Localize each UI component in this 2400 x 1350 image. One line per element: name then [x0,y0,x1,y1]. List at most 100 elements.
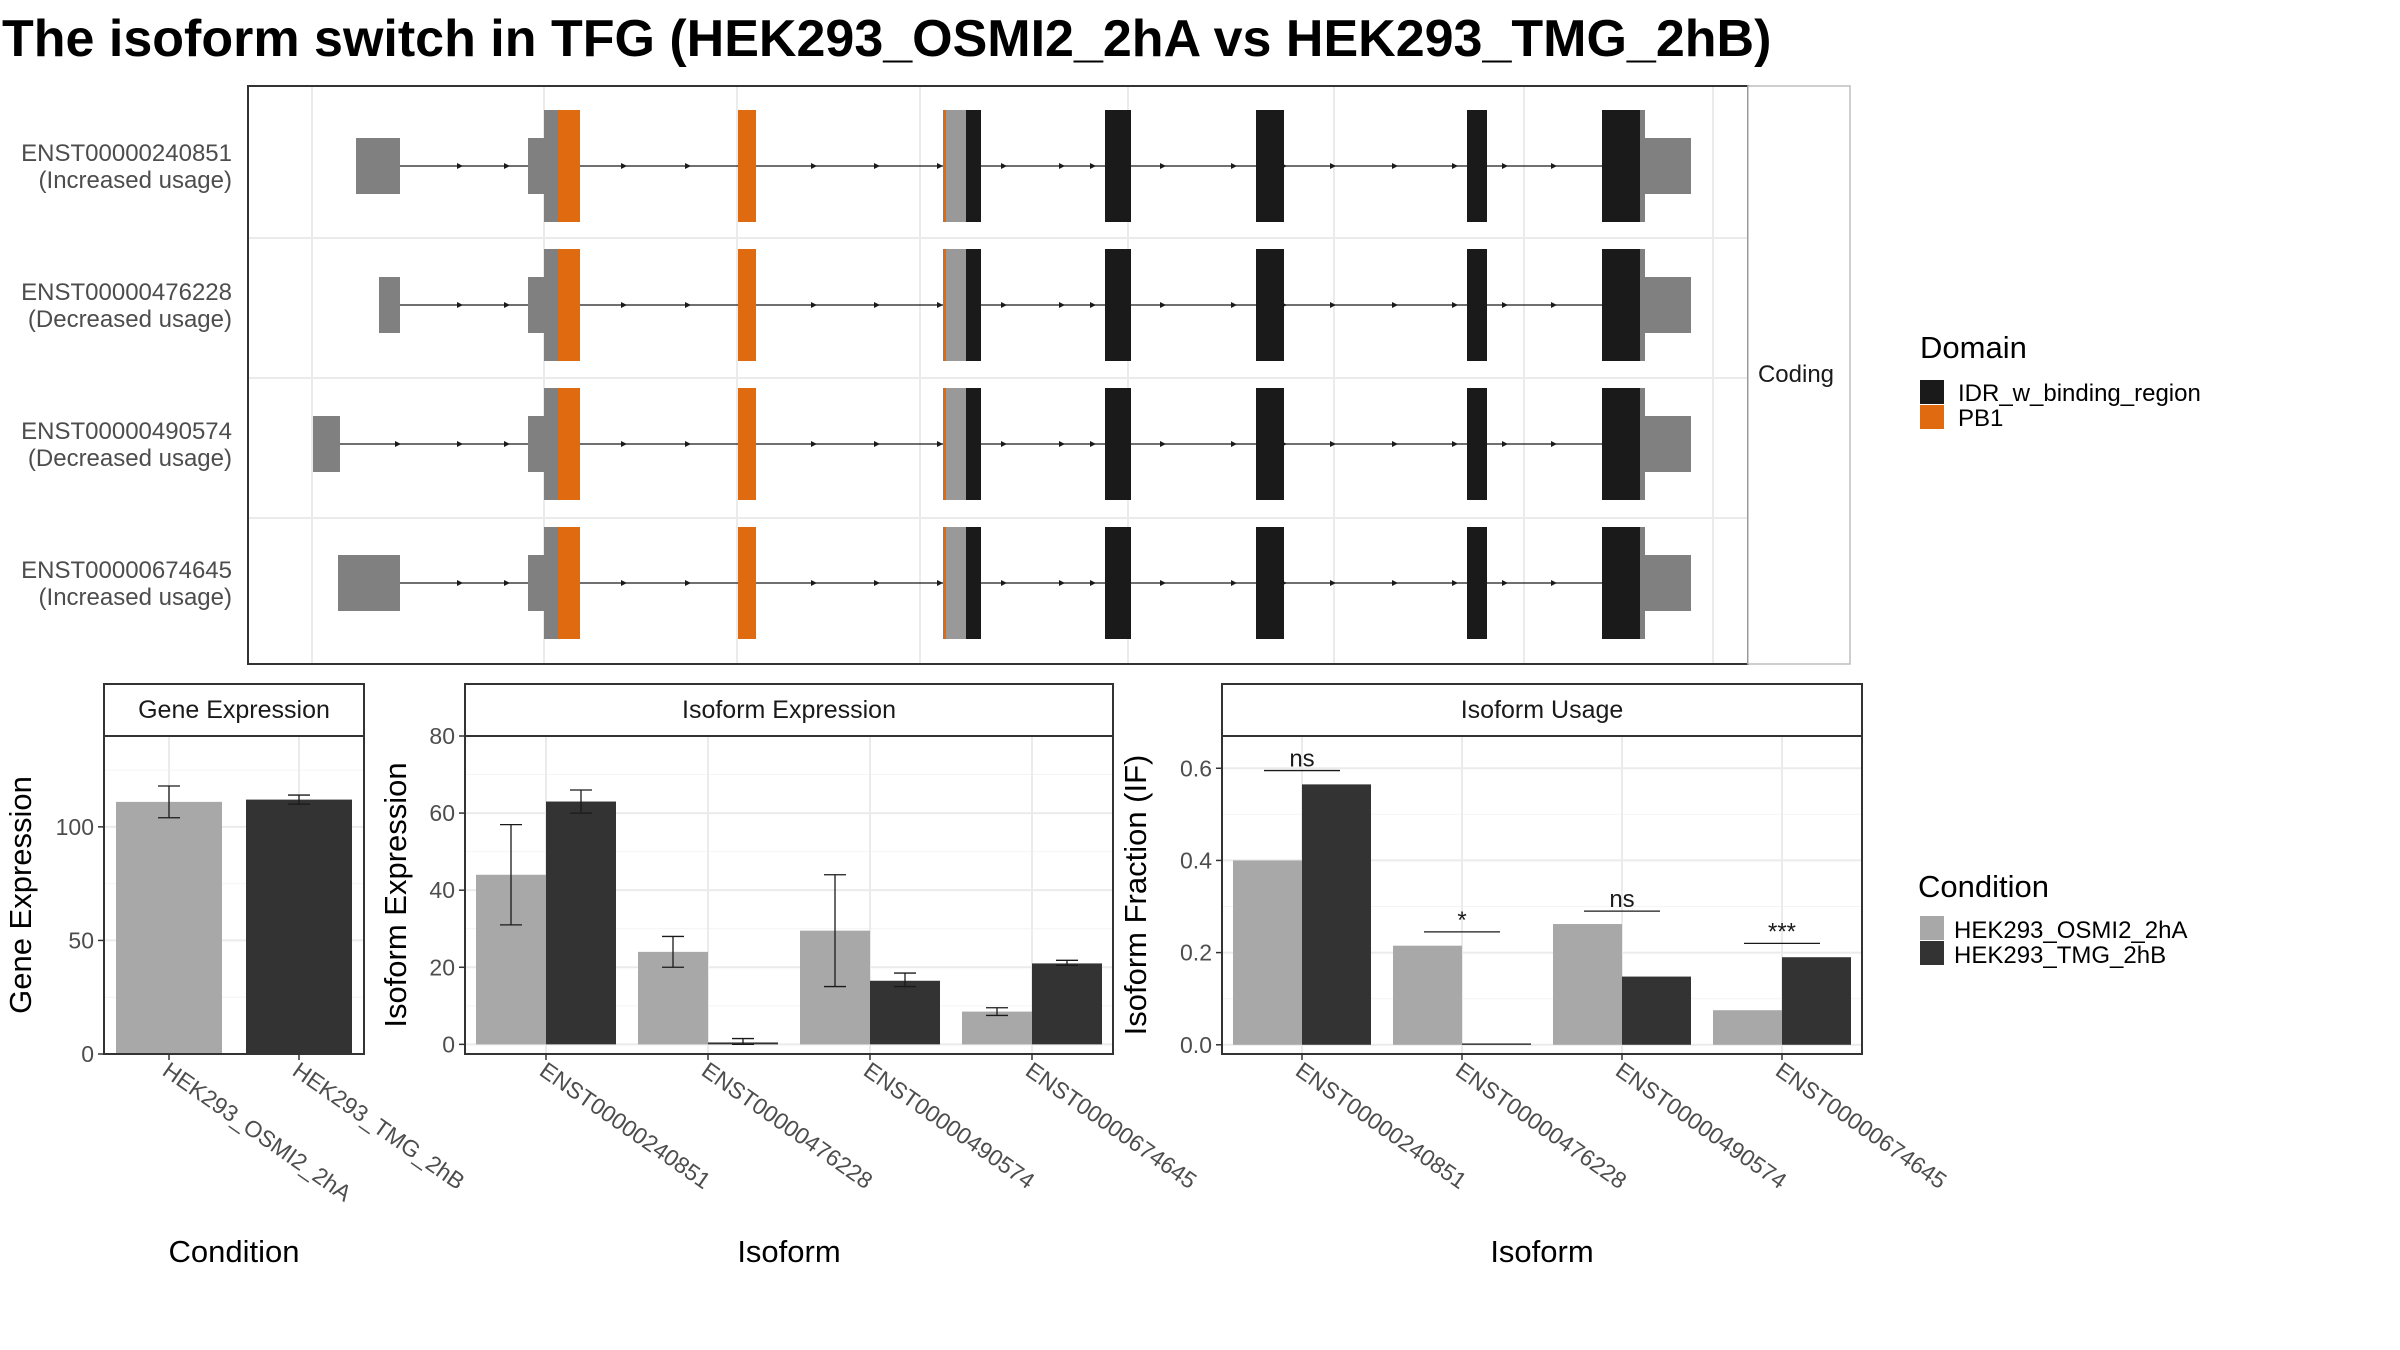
y-axis-title: Isoform Expression [378,762,413,1027]
idr-domain-exon [1602,110,1640,222]
bar [1462,1043,1531,1045]
coding-exon [1640,249,1645,361]
transcript-usage-label: (Decreased usage) [28,445,232,472]
panel-border [464,735,1114,1055]
y-tick-label: 0.4 [1180,847,1212,873]
intron-direction-arrow [1001,302,1007,308]
condition-legend-label-b: HEK293_TMG_2hB [1954,942,2166,969]
x-tick-label: ENST00000490574 [1611,1057,1792,1194]
idr-domain-exon [1467,110,1487,222]
bar [1553,924,1622,1045]
intron-direction-arrow [1231,580,1237,586]
intron-direction-arrow [1551,163,1557,169]
intron-direction-arrow [1001,441,1007,447]
intron-direction-arrow [937,163,943,169]
condition-legend-label-a: HEK293_OSMI2_2hA [1954,917,2187,944]
structure-facet-label: Coding [1758,361,1834,388]
intron-direction-arrow [1452,302,1458,308]
y-tick-label: 0 [81,1041,94,1067]
domain-legend-key-idr [1920,380,1944,404]
pb1-domain-exon [738,527,756,639]
significance-label: ns [1289,746,1314,773]
idr-domain-exon [1602,527,1640,639]
intron-direction-arrow [811,441,817,447]
intron-direction-arrow [1090,302,1096,308]
x-tick-label: ENST00000490574 [859,1057,1040,1194]
intron-direction-arrow [1090,163,1096,169]
transcript-structure-panel: Coding ENST00000240851(Increased usage)E… [21,85,1851,665]
domain-legend-label-pb1: PB1 [1958,405,2003,432]
intron-direction-arrow [1452,441,1458,447]
intron-direction-arrow [1551,441,1557,447]
pb1-domain-exon [738,388,756,500]
intron-direction-arrow [621,302,627,308]
bar [870,980,940,1045]
intron-direction-arrow [504,163,510,169]
condition-legend: Condition HEK293_OSMI2_2hA HEK293_TMG_2h… [1918,869,2187,969]
bar [1302,784,1371,1045]
intron-direction-arrow [937,580,943,586]
utr-exon [1645,416,1691,472]
isoform-usage-chart: Isoform Usage ns * ns *** 0.0 0.2 0.4 0.6 ENST000… [1118,683,1952,1269]
structure-facet-strip [1747,85,1851,665]
utr-exon [1645,138,1691,194]
intron-direction-arrow [937,302,943,308]
intron-direction-arrow [874,302,880,308]
y-tick-label: 0.0 [1180,1032,1212,1058]
intron-direction-arrow [811,580,817,586]
bar [1622,976,1691,1045]
utr-exon [338,555,400,611]
intron-direction-arrow [1330,163,1336,169]
intron-direction-arrow [1231,441,1237,447]
y-axis-title: Isoform Fraction (IF) [1118,755,1153,1036]
condition-legend-title: Condition [1918,869,2049,904]
intron-direction-arrow [1452,580,1458,586]
intron-direction-arrow [1452,163,1458,169]
intron-direction-arrow [504,441,510,447]
utr-exon [1645,277,1691,333]
y-tick-label: 0.2 [1180,940,1212,966]
significance-label: *** [1768,918,1796,945]
bar [1393,945,1462,1045]
idr-domain-exon [1467,249,1487,361]
y-tick-label: 0 [442,1031,455,1057]
idr-domain-exon [966,249,981,361]
intron-direction-arrow [457,441,463,447]
y-tick-label: 40 [429,877,455,903]
panel-border [1221,735,1863,1055]
bar [1782,957,1851,1045]
intron-direction-arrow [395,441,401,447]
intron-direction-arrow [1160,441,1166,447]
significance-label: * [1457,907,1466,934]
idr-domain-exon [1256,388,1284,500]
coding-exon [1640,110,1645,222]
x-axis-title: Isoform [1490,1234,1593,1269]
intron-direction-arrow [457,580,463,586]
x-tick-label: ENST00000476228 [697,1057,877,1194]
y-tick-label: 0.6 [1180,755,1212,781]
intron-direction-arrow [685,441,691,447]
significance-label: ns [1609,886,1634,913]
coding-exon [946,527,966,639]
transcript-id-label: ENST00000674645 [21,557,232,584]
pb1-domain-exon [738,110,756,222]
intron-direction-arrow [1090,580,1096,586]
transcript-usage-label: (Decreased usage) [28,306,232,333]
coding-exon [1640,388,1645,500]
intron-direction-arrow [621,441,627,447]
intron-direction-arrow [1059,441,1065,447]
coding-exon [946,110,966,222]
pb1-domain-exon [558,110,580,222]
intron-direction-arrow [1502,302,1508,308]
domain-legend-title: Domain [1920,330,2027,365]
transcript-track-ENST00000240851 [356,110,1691,222]
x-tick-label: ENST00000674645 [1021,1057,1201,1194]
figure-title: The isoform switch in TFG (HEK293_OSMI2_… [2,10,1771,68]
utr-exon [528,138,544,194]
intron-direction-arrow [621,163,627,169]
intron-direction-arrow [1160,302,1166,308]
intron-direction-arrow [811,302,817,308]
transcript-labels: ENST00000240851(Increased usage)ENST0000… [21,140,232,611]
condition-legend-key-a [1920,916,1944,940]
